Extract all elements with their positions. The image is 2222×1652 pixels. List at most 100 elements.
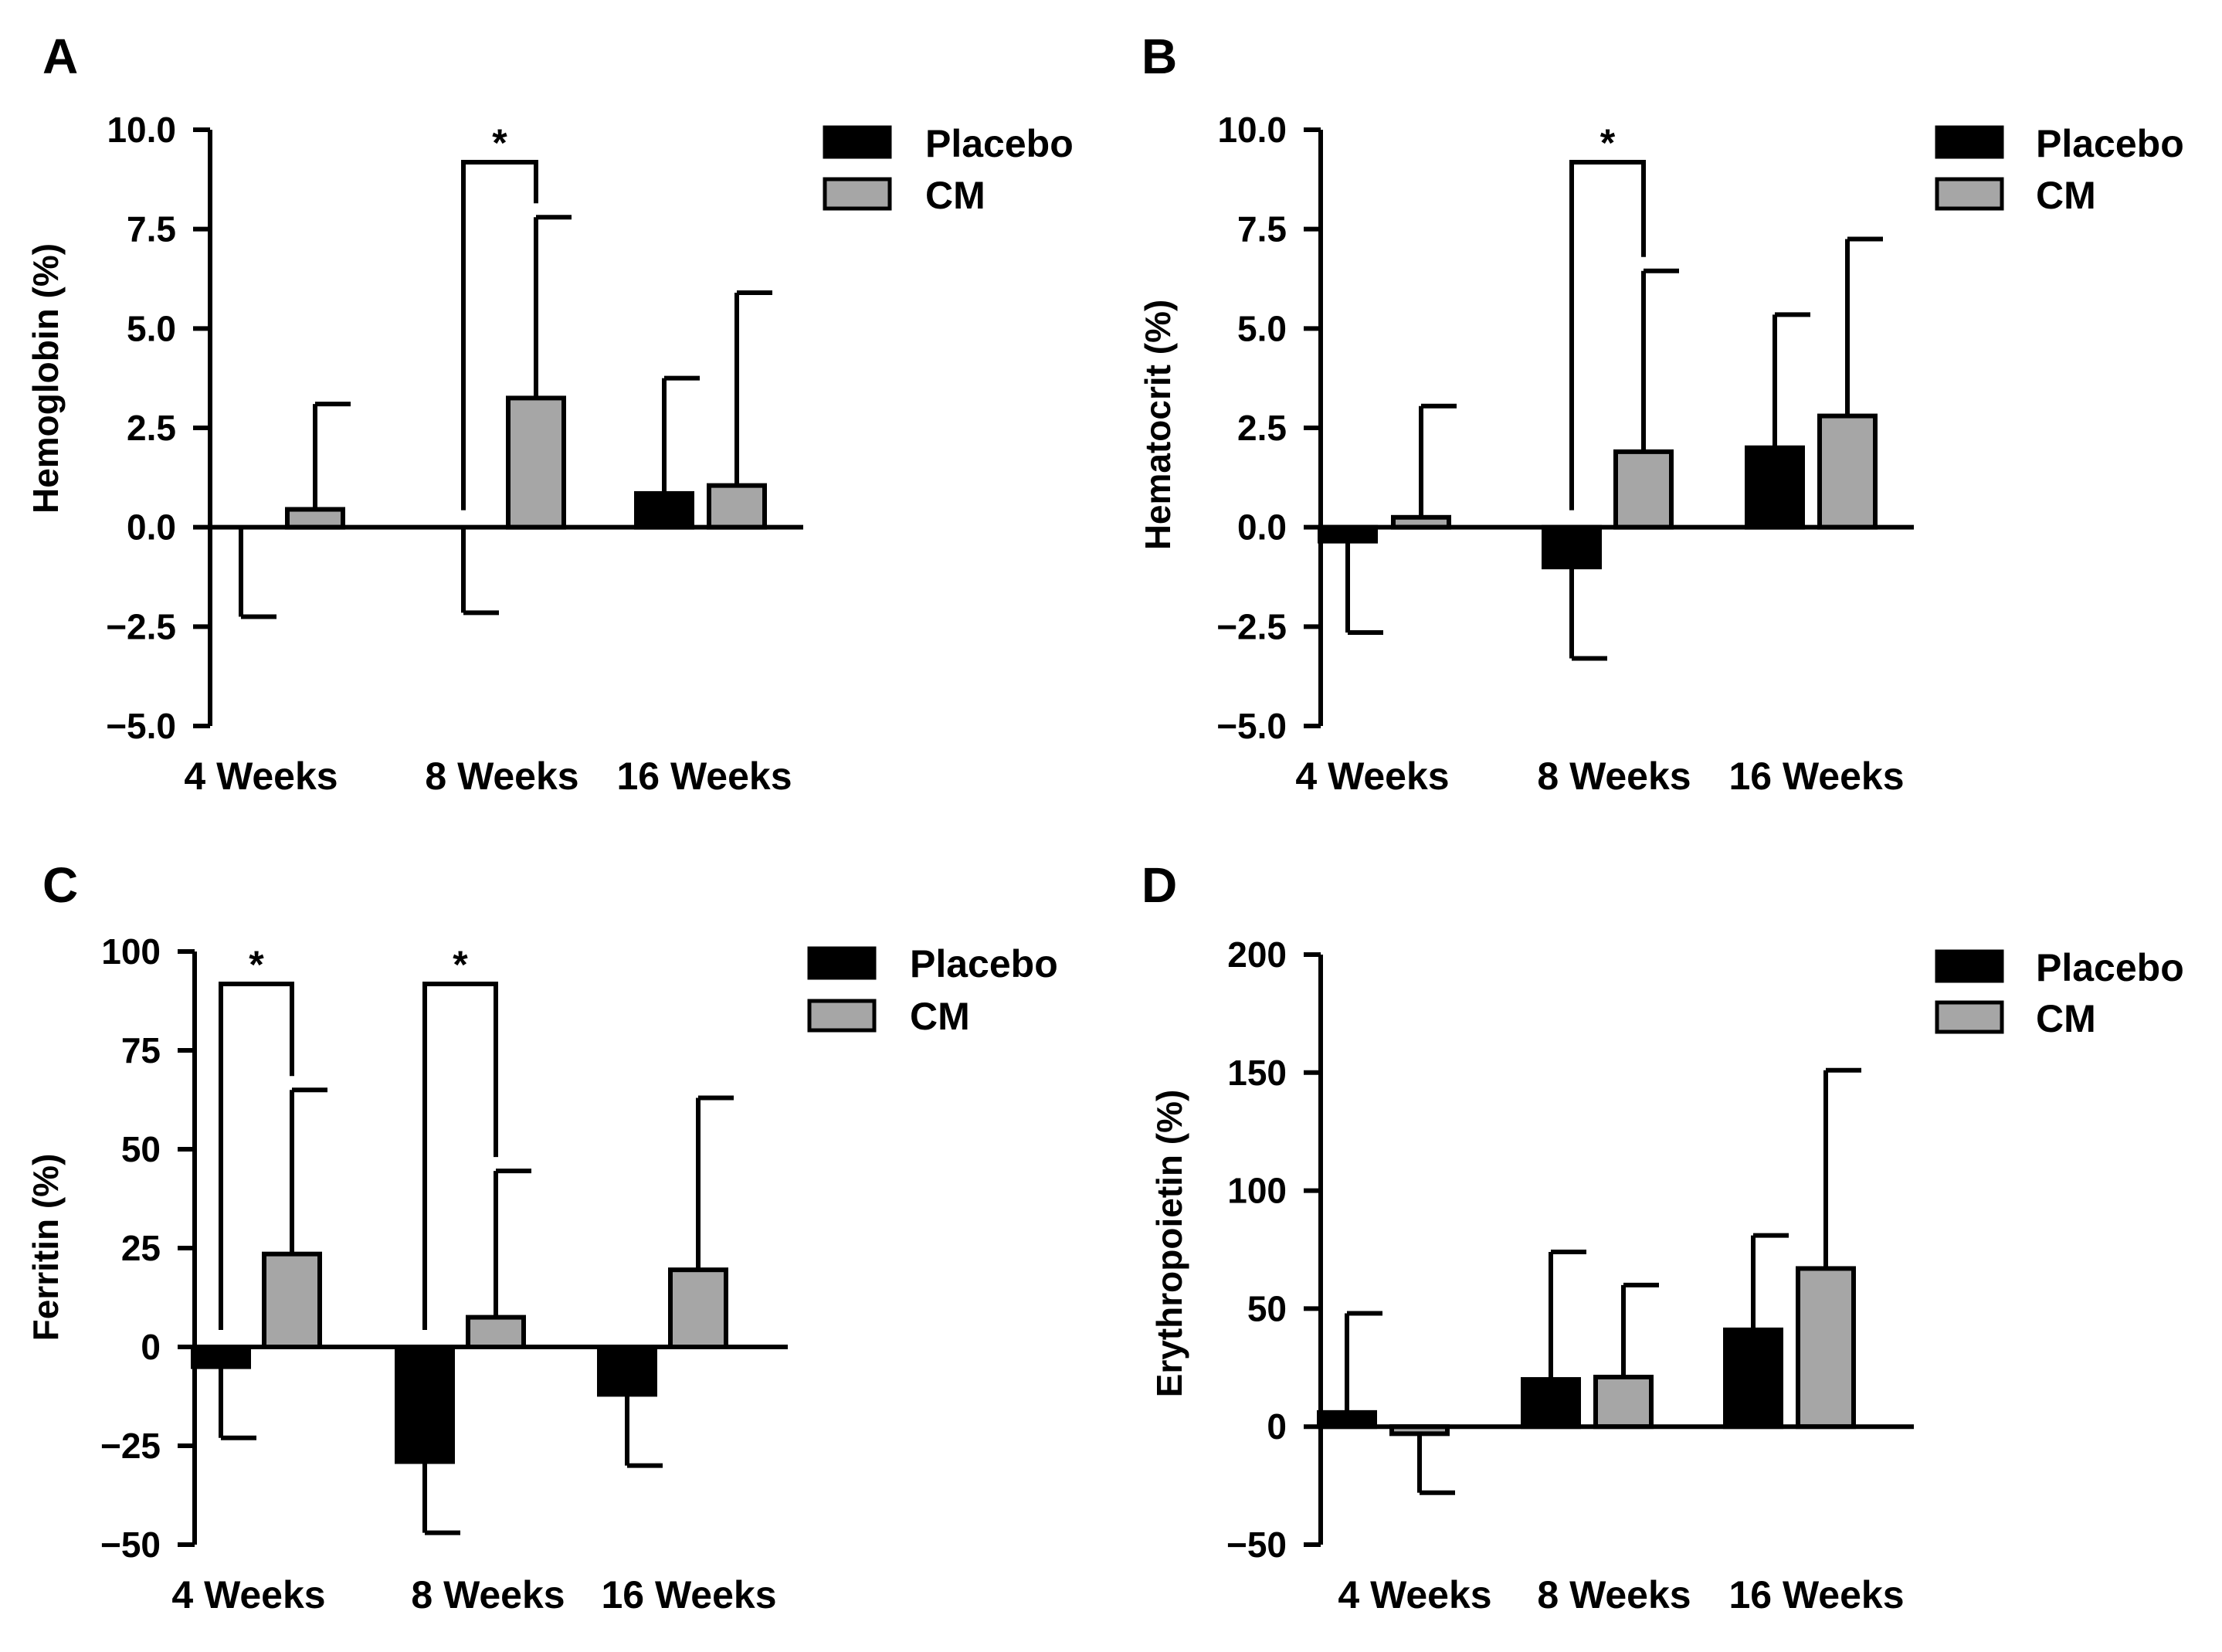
panel-c-bar-cm-0 [262, 1251, 322, 1350]
panel-d-y-tick-label: 150 [1227, 1053, 1287, 1093]
panel-d-legend-swatch-cm [1935, 1000, 2004, 1034]
panel-d-y-tick-label: 50 [1247, 1288, 1287, 1328]
panel-b-bar-cm-1 [1613, 449, 1674, 530]
panel-d-plot: 200 150 100 50 0 −50 [1226, 935, 1914, 1565]
panel-c-legend-swatch-placebo [807, 946, 877, 980]
panel-letter-a: A [42, 29, 78, 84]
panel-b-y-tick-label: 10.0 [1217, 110, 1287, 150]
panel-b-y-tick-label: 0.0 [1237, 507, 1287, 548]
panel-a-y-tick-label: 2.5 [127, 408, 176, 448]
panel-c-legend: Placebo CM [807, 942, 1058, 1038]
panel-b-bar-placebo-2 [1745, 445, 1805, 530]
panel-a-legend: Placebo CM [823, 122, 1074, 217]
panel-a-significance-star-0: * [492, 121, 507, 165]
panel-c-category-label-0: 4 Weeks [171, 1573, 325, 1616]
panel-b-significance-star-0: * [1600, 121, 1616, 165]
panel-c-y-tick-label: 75 [121, 1030, 161, 1070]
panel-a-bar-cm-1 [506, 395, 566, 530]
panel-b-bar-placebo-1 [1542, 524, 1602, 570]
panel-c-plot: 100 75 50 25 0 −25 −50 * * [100, 931, 788, 1565]
panel-d-category-label-0: 4 Weeks [1338, 1573, 1491, 1616]
panel-a-ylabel: Hemoglobin (%) [25, 243, 66, 514]
panel-c-category-label-1: 8 Weeks [411, 1573, 565, 1616]
panel-letter-b: B [1142, 29, 1177, 84]
panel-d-legend-label-placebo: Placebo [2036, 946, 2184, 989]
panel-b-legend-label-cm: CM [2036, 174, 2096, 217]
panel-d-y-tick-label: −50 [1226, 1525, 1287, 1565]
panel-letter-c: C [42, 857, 78, 913]
panel-d-bar-placebo-1 [1521, 1377, 1581, 1430]
panel-c-significance-bracket-0 [219, 982, 294, 1330]
panel-b-legend-swatch-placebo [1935, 125, 2004, 159]
panel-a-legend-swatch-placebo [823, 125, 892, 159]
panel-a-category-label-2: 16 Weeks [616, 755, 792, 798]
panel-b-bar-cm-2 [1817, 413, 1878, 530]
panel-d: D Erythropoietin (%) 200 150 100 50 0 −50 4 W… [1142, 857, 2184, 1616]
panel-d-legend: Placebo CM [1935, 946, 2184, 1040]
panel-a-bar-placebo-2 [634, 490, 694, 530]
panel-a-y-tick-label: 0.0 [127, 507, 176, 548]
panel-a-y-tick-label: 5.0 [127, 308, 176, 348]
panel-c-bar-cm-1 [466, 1314, 526, 1349]
panel-b-plot: 10.0 7.5 5.0 2.5 0.0 −2.5 −5.0 * [1216, 110, 1914, 746]
panel-b-category-label-2: 16 Weeks [1728, 755, 1904, 798]
panel-a-bar-cm-2 [707, 483, 767, 530]
panel-c-legend-label-cm: CM [910, 995, 970, 1038]
panel-b-y-tick-label: 7.5 [1237, 209, 1287, 249]
panel-a-plot: 10.0 7.5 5.0 2.5 0.0 −2.5 −5.0 * [106, 110, 803, 746]
panel-a-legend-label-cm: CM [925, 174, 985, 217]
panel-b-ylabel: Hematocrit (%) [1138, 300, 1178, 551]
panel-d-bar-cm-1 [1593, 1375, 1654, 1430]
panel-d-y-tick-label: 100 [1227, 1171, 1287, 1211]
panel-c-y-tick-label: 100 [101, 931, 161, 972]
panel-d-y-tick-label: 0 [1267, 1406, 1287, 1447]
panel-a-category-label-0: 4 Weeks [184, 755, 338, 798]
panel-c-significance-star-1: * [453, 943, 468, 986]
panel-b-significance-bracket-0 [1569, 160, 1646, 511]
panel-d-legend-label-cm: CM [2036, 997, 2096, 1040]
panel-c-y-tick-label: 50 [121, 1129, 161, 1169]
panel-c-bar-placebo-0 [191, 1345, 251, 1369]
panel-c-legend-label-placebo: Placebo [910, 942, 1058, 985]
panel-c-y-tick-label: −25 [100, 1426, 161, 1466]
panel-b-y-tick-label: −2.5 [1216, 606, 1287, 646]
panel-d-legend-swatch-placebo [1935, 949, 2004, 983]
panel-c-bar-placebo-1 [395, 1345, 455, 1464]
panel-b-category-label-1: 8 Weeks [1537, 755, 1691, 798]
panel-c: C Ferritin (%) 100 75 50 25 0 −25 −50 * * 4 Week… [25, 857, 1058, 1616]
panel-b-legend-label-placebo: Placebo [2036, 122, 2184, 165]
panel-a-legend-swatch-cm [823, 177, 892, 211]
panel-d-category-label-1: 8 Weeks [1537, 1573, 1691, 1616]
panel-c-category-label-2: 16 Weeks [601, 1573, 776, 1616]
panel-c-significance-star-0: * [249, 943, 264, 986]
panel-a-bar-cm-0 [285, 507, 345, 530]
panel-a-category-label-1: 8 Weeks [425, 755, 578, 798]
panel-c-ylabel: Ferritin (%) [25, 1154, 66, 1342]
panel-c-y-tick-label: 0 [141, 1327, 161, 1367]
panel-c-y-tick-label: 25 [121, 1228, 161, 1268]
panel-b-legend-swatch-cm [1935, 177, 2004, 211]
panel-letter-d: D [1142, 857, 1177, 913]
panel-d-y-tick-label: 200 [1227, 935, 1287, 975]
panel-a-y-tick-label: −2.5 [106, 606, 176, 646]
panel-c-significance-bracket-1 [422, 982, 498, 1330]
panel-b-y-tick-label: 2.5 [1237, 408, 1287, 448]
panel-a-y-tick-label: 7.5 [127, 209, 176, 249]
panel-b-category-label-0: 4 Weeks [1295, 755, 1449, 798]
panel-a-significance-bracket-0 [461, 160, 538, 511]
panel-b: B Hematocrit (%) 10.0 7.5 5.0 2.5 0.0 −2.5 −5.… [1138, 29, 2184, 798]
panel-c-bar-cm-2 [668, 1267, 728, 1350]
panel-b-y-tick-label: −5.0 [1216, 706, 1287, 746]
panel-b-y-tick-label: 5.0 [1237, 308, 1287, 348]
panel-a-y-tick-label: −5.0 [106, 706, 176, 746]
panel-d-bar-cm-2 [1796, 1266, 1856, 1430]
panel-d-category-label-2: 16 Weeks [1728, 1573, 1904, 1616]
panel-c-y-tick-label: −50 [100, 1525, 161, 1565]
panel-b-legend: Placebo CM [1935, 122, 2184, 217]
panel-a: A Hemoglobin (%) 10.0 7.5 5.0 2.5 0.0 −2.5 −5.… [25, 29, 1074, 798]
panel-c-legend-swatch-cm [807, 999, 877, 1033]
panel-c-bar-placebo-2 [597, 1345, 657, 1397]
panel-a-y-tick-label: 10.0 [107, 110, 176, 150]
panel-d-ylabel: Erythropoietin (%) [1149, 1090, 1189, 1398]
